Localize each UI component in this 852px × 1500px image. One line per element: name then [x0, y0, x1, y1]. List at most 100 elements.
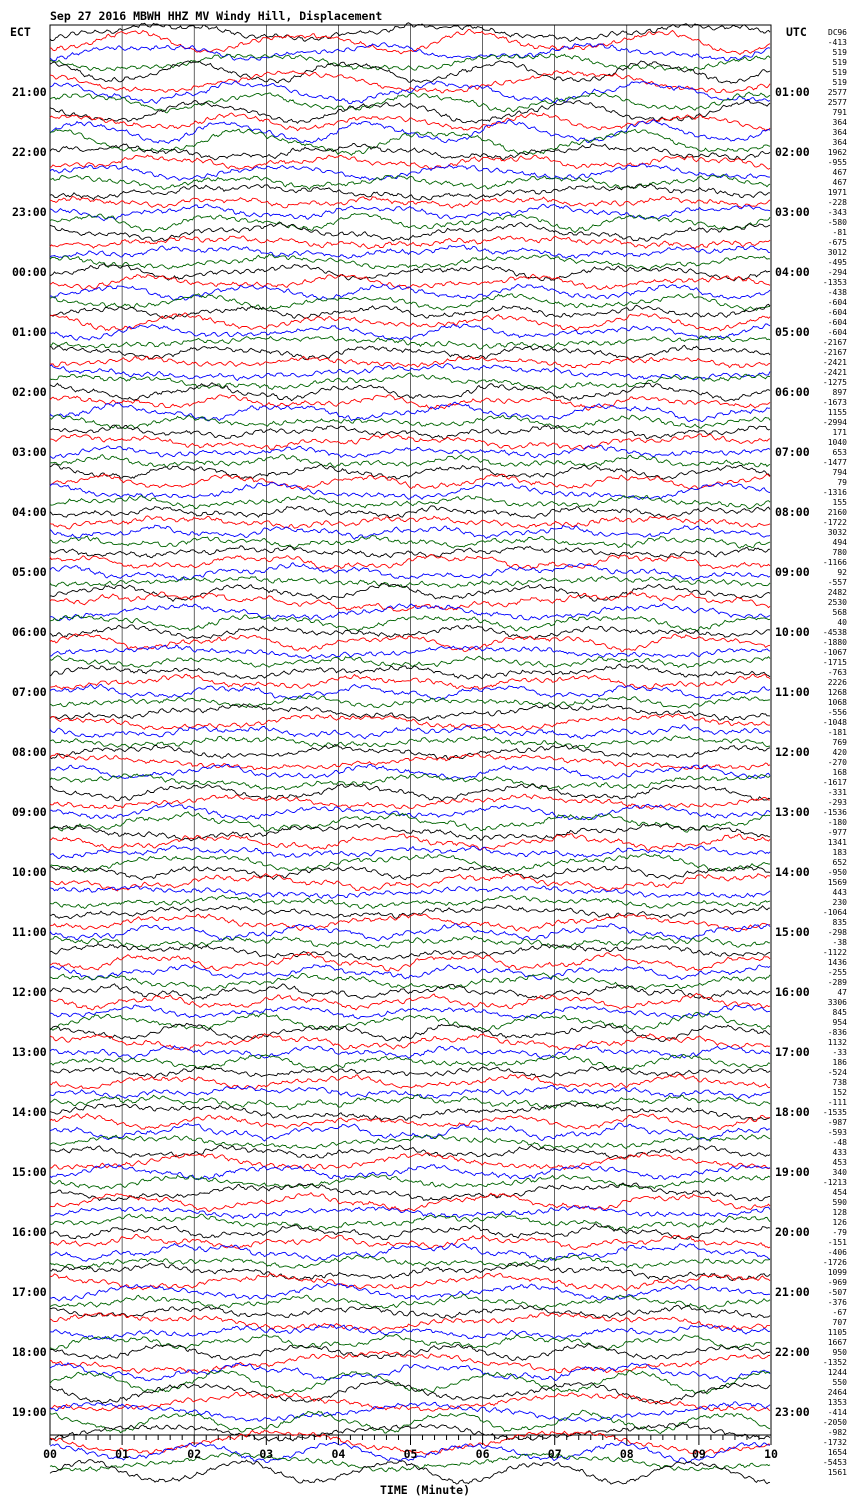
right-hour-label: 22:00: [775, 1345, 810, 1359]
seismic-trace: [50, 802, 771, 821]
seismic-trace: [49, 80, 771, 105]
dc-offset-label: -955: [828, 158, 847, 167]
dc-header-label: DC: [828, 28, 838, 37]
seismic-trace: [49, 553, 771, 570]
dc-offset-label: -48: [833, 1138, 848, 1147]
left-hour-label: 19:00: [12, 1405, 47, 1419]
dc-offset-label: -1732: [823, 1438, 847, 1447]
seismic-trace: [49, 1113, 771, 1131]
dc-offset-label: -81: [833, 228, 848, 237]
dc-offset-label: -294: [828, 268, 847, 277]
seismic-trace: [49, 22, 771, 43]
dc-offset-label: -111: [828, 1098, 847, 1107]
right-hour-label: 12:00: [775, 745, 810, 759]
dc-offset-label: 1268: [828, 688, 847, 697]
dc-offset-label: -343: [828, 208, 847, 217]
dc-offset-label: -376: [828, 1298, 847, 1307]
x-tick-label: 06: [476, 1447, 490, 1461]
seismic-trace: [49, 624, 771, 641]
seismic-trace: [49, 1191, 771, 1213]
left-hour-label: 14:00: [12, 1105, 47, 1119]
right-hour-label: 20:00: [775, 1225, 810, 1239]
dc-offset-label: 467: [833, 178, 848, 187]
seismic-trace: [49, 42, 771, 62]
dc-offset-label: 590: [833, 1198, 848, 1207]
right-hour-label: 15:00: [775, 925, 810, 939]
seismic-trace: [49, 1122, 771, 1142]
dc-offset-label: -151: [828, 1238, 847, 1247]
dc-offset-label: -1064: [823, 908, 847, 917]
seismic-trace: [49, 811, 771, 833]
seismic-trace: [49, 1213, 771, 1231]
dc-offset-label: 420: [833, 748, 848, 757]
seismic-trace: [49, 942, 771, 961]
dc-offset-label: 954: [833, 1018, 848, 1027]
dc-offset-label: -580: [828, 218, 847, 227]
dc-offset-label: 364: [833, 138, 848, 147]
seismic-trace: [49, 53, 771, 72]
seismic-trace: [49, 1133, 771, 1150]
dc-offset-label: 155: [833, 498, 848, 507]
seismic-trace: [49, 582, 771, 602]
seismic-trace: [49, 1144, 771, 1159]
dc-offset-label: -293: [828, 798, 847, 807]
seismic-trace: [49, 673, 771, 690]
seismic-trace: [49, 29, 771, 56]
dc-offset-label: 950: [833, 1348, 848, 1357]
dc-offset-label: 897: [833, 388, 848, 397]
seismic-trace: [49, 724, 771, 740]
right-hour-label: 04:00: [775, 265, 810, 279]
dc-offset-label: -1880: [823, 638, 847, 647]
dc-offset-label: -977: [828, 828, 847, 837]
seismic-trace: [49, 983, 771, 1001]
dc-offset-label: 2577: [828, 88, 847, 97]
seismic-trace: [49, 433, 771, 451]
dc-offset-label: 47: [837, 988, 847, 997]
dc-offset-label: -79: [833, 1228, 848, 1237]
right-hour-label: 08:00: [775, 505, 810, 519]
dc-offset-label: -255: [828, 968, 847, 977]
seismic-trace: [49, 1053, 771, 1071]
dc-offset-label: 568: [833, 608, 848, 617]
dc-offset-label: 2226: [828, 678, 847, 687]
dc-offset-label: 3032: [828, 528, 847, 537]
dc-offset-label: 79: [837, 478, 847, 487]
left-hour-label: 02:00: [12, 385, 47, 399]
seismic-trace: [49, 935, 770, 950]
seismic-trace: [49, 1093, 771, 1111]
seismic-trace: [49, 735, 771, 749]
x-tick-label: 10: [764, 1447, 778, 1461]
dc-offset-label: -1275: [823, 378, 847, 387]
dc-offset-label: -289: [828, 978, 847, 987]
seismic-trace: [49, 1011, 771, 1032]
seismic-trace: [49, 454, 771, 469]
dc-offset-label: 791: [833, 108, 848, 117]
seismic-trace: [49, 524, 771, 540]
seismic-trace: [49, 575, 771, 589]
seismic-trace: [49, 394, 771, 411]
right-hour-label: 23:00: [775, 1405, 810, 1419]
dc-offset-label: 738: [833, 1078, 848, 1087]
seismic-trace: [49, 195, 771, 209]
seismic-trace: [49, 545, 771, 559]
seismic-trace: [49, 1294, 771, 1310]
dc-offset-label: 183: [833, 848, 848, 857]
dc-offset-label: -1477: [823, 458, 847, 467]
dc-offset-label: -1122: [823, 948, 847, 957]
dc-offset-label: 2464: [828, 1388, 847, 1397]
seismic-trace: [49, 1282, 771, 1302]
x-tick-label: 04: [331, 1447, 345, 1461]
seismic-trace: [49, 913, 771, 932]
seismic-trace: [49, 1409, 771, 1435]
seismic-trace: [49, 703, 771, 722]
dc-offset-label: 340: [833, 1168, 848, 1177]
dc-offset-label: 1569: [828, 878, 847, 887]
right-hour-label: 01:00: [775, 85, 810, 99]
dc-offset-label: -982: [828, 1428, 847, 1437]
left-hour-label: 07:00: [12, 685, 47, 699]
seismic-trace: [49, 1343, 771, 1361]
seismic-trace: [49, 203, 771, 222]
dc-offset-label: 230: [833, 898, 848, 907]
seismic-trace: [49, 1323, 771, 1340]
x-tick-label: 00: [43, 1447, 57, 1461]
